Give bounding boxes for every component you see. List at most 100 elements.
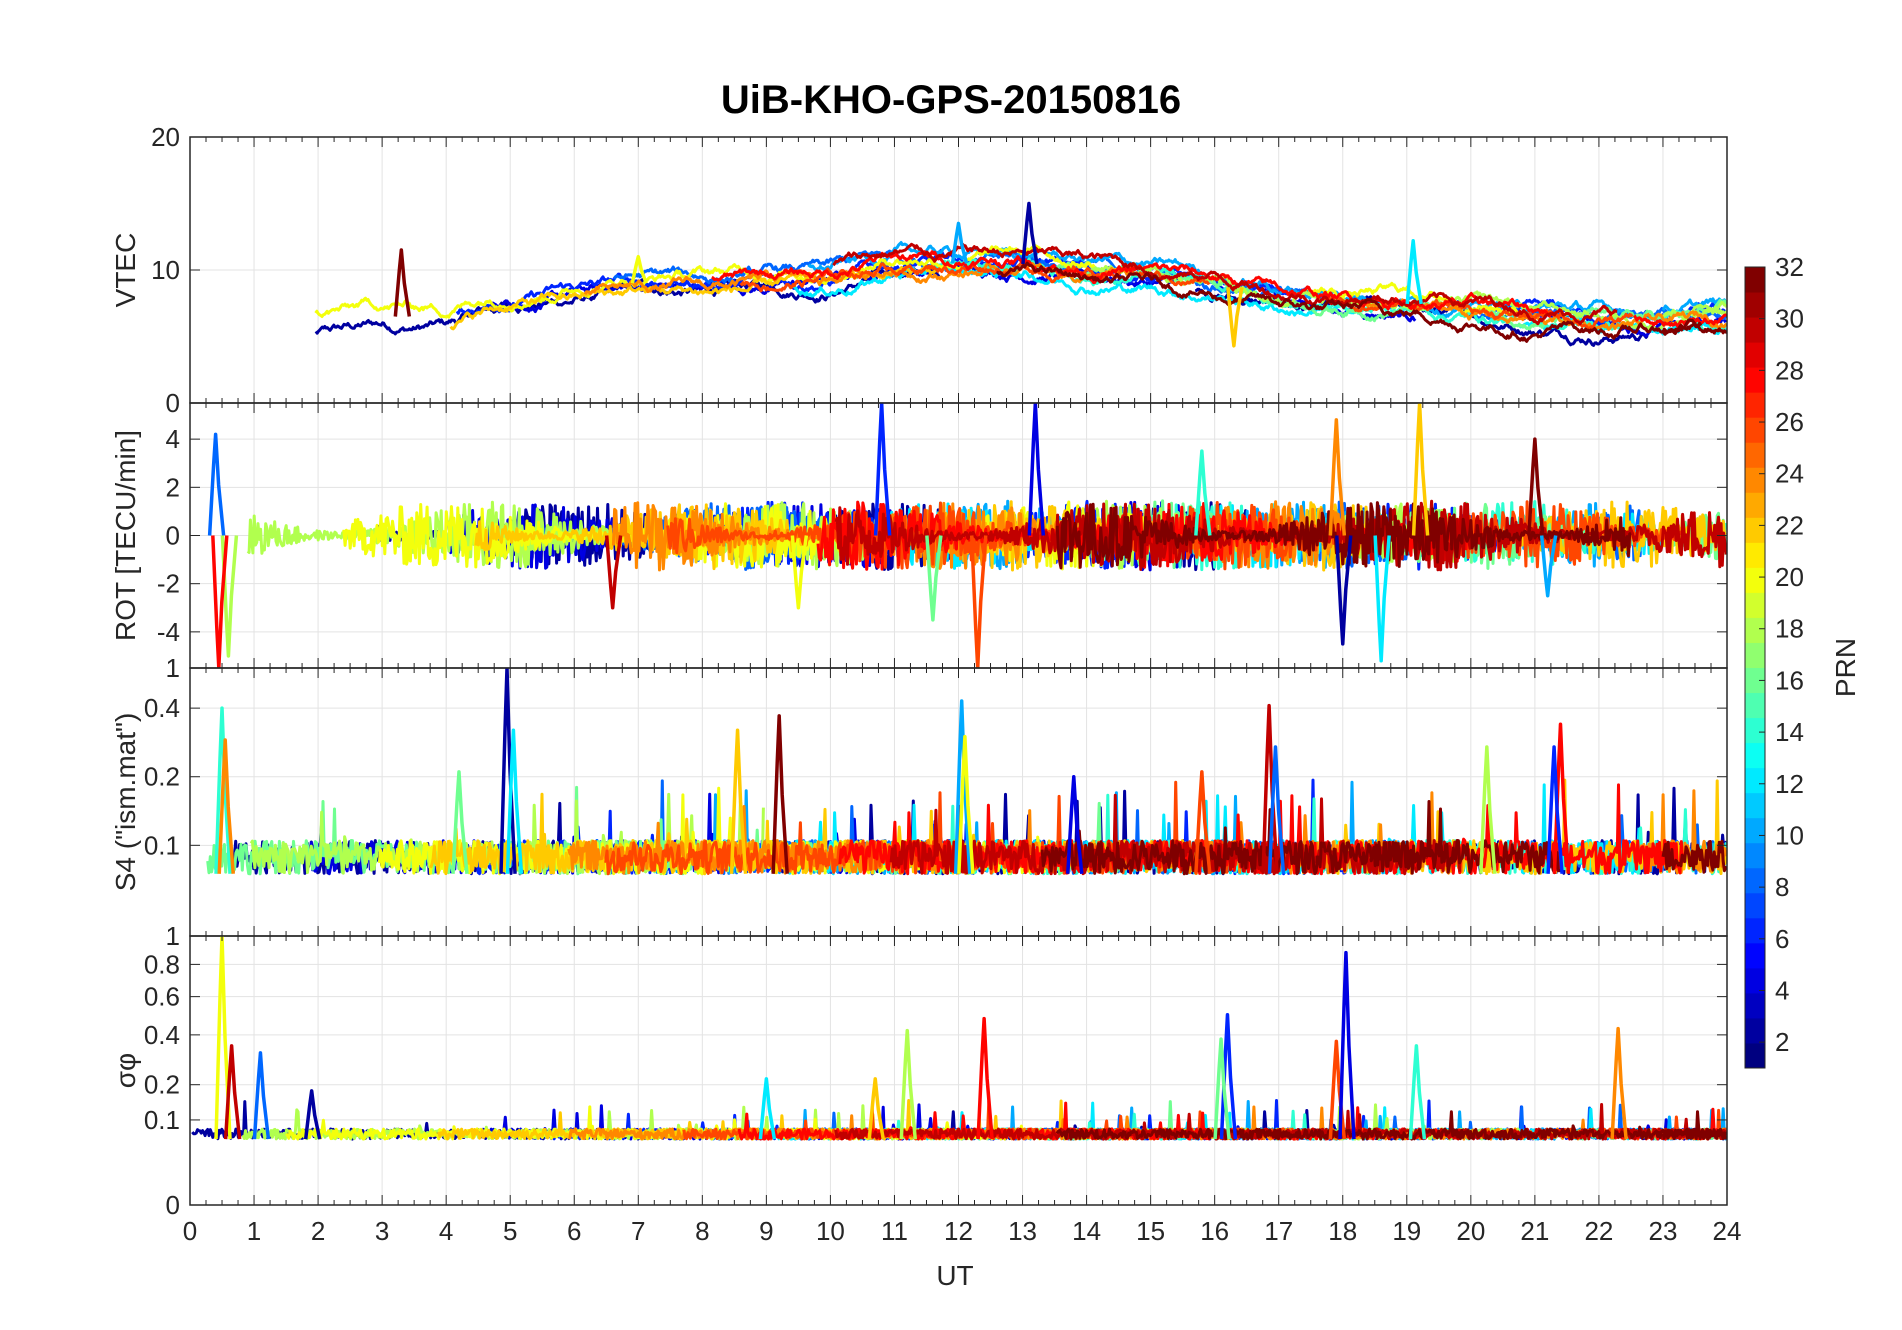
colorbar-segment [1745,742,1765,769]
colorbar-segment [1745,967,1765,994]
x-axis-label: UT [936,1260,973,1291]
x-tick-label: 1 [247,1216,261,1246]
series-peak [604,535,623,610]
colorbar-tick-label: 30 [1775,304,1804,334]
colorbar-segment [1745,842,1765,869]
series-peak [303,1089,322,1140]
panel-rot: -4 -2 0 2 4 0 ROT [TECU/min] [110,388,1728,669]
colorbar-segment [1745,667,1765,694]
x-tick-label: 4 [439,1216,453,1246]
colorbar-segment [1745,867,1765,894]
colorbar-tick-label: 2 [1775,1027,1789,1057]
y-axis-label-rot: ROT [TECU/min] [110,430,141,641]
series-peak [223,1044,242,1140]
series-peak [957,734,975,874]
x-tick-label: 20 [1456,1216,1485,1246]
series-peak [925,535,943,622]
y-tick-label-corner: 0 [166,388,180,418]
y-tick-label: 0.6 [144,982,180,1012]
series-peak [1411,403,1430,536]
series-peak [1194,770,1212,874]
x-tick-label: 0 [183,1216,197,1246]
x-tick-label: 13 [1008,1216,1037,1246]
colorbar-segment [1745,317,1765,343]
x-tick-label: 5 [503,1216,517,1246]
x-tick-label: 15 [1136,1216,1165,1246]
colorbar-segment [1745,542,1765,568]
y-axis-label-sigma: σφ [110,1053,141,1088]
colorbar-segment [1745,1017,1765,1044]
x-tick-label: 12 [944,1216,973,1246]
colorbar-tick-label: 32 [1775,252,1804,282]
series-group-s4 [206,668,1727,876]
series-peak [771,714,789,874]
series-peak [214,936,232,1140]
series-peak [1373,535,1391,663]
y-tick-label: 4 [166,424,180,454]
series-line-prn-32 [1661,839,1727,874]
series-group-rot [207,403,1727,668]
series-peak [1267,745,1286,874]
colorbar-tick-label: 16 [1775,665,1804,695]
series-peak [758,1077,777,1140]
colorbar-tick-label: 28 [1775,355,1804,385]
colorbar-segment [1745,442,1765,468]
series-peak [1027,403,1046,536]
series-peak [1338,950,1356,1140]
series-peak [1610,1026,1628,1140]
series-peak [1328,418,1347,536]
series-line-prn-12 [792,263,1358,317]
x-tick-label: 16 [1200,1216,1229,1246]
y-tick-label: 10 [151,255,180,285]
colorbar-segment [1745,342,1765,368]
colorbar-tick-label: 26 [1775,407,1804,437]
series-peak [729,728,748,874]
series-line-prn-32 [996,261,1703,343]
y-tick-label: 0 [166,521,180,551]
series-peak [211,535,229,668]
colorbar-segment [1745,1042,1765,1069]
y-tick-label-corner: 1 [166,921,180,951]
x-tick-label: 2 [311,1216,325,1246]
y-tick-label: 0.8 [144,949,180,979]
x-tick-label: 10 [816,1216,845,1246]
x-tick-label: 7 [631,1216,645,1246]
colorbar-tick-label: 22 [1775,510,1804,540]
series-peak [1226,286,1244,348]
colorbar-segment [1745,817,1765,844]
x-tick-label: 8 [695,1216,709,1246]
colorbar-tick-label: 24 [1775,459,1804,489]
x-tick-label: 21 [1520,1216,1549,1246]
series-peak [220,535,239,658]
series-line-prn-28 [1633,313,1727,328]
series-line-prn-32 [1040,800,1561,876]
series-peak [1527,437,1545,536]
colorbar-tick-label: 8 [1775,872,1789,902]
y-tick-label: 0 [166,1190,180,1220]
colorbar-segment [1745,367,1765,393]
series-peak [867,1077,885,1140]
series-peak [214,706,232,874]
colorbar-tick-label: 6 [1775,924,1789,954]
y-tick-label: -4 [157,617,180,647]
series-peak [1021,201,1039,265]
y-tick-label-corner: 1 [166,653,180,683]
series-peak [1546,745,1564,874]
series-peak [790,535,809,610]
x-tick-label: 18 [1328,1216,1357,1246]
y-tick-label: -2 [157,569,180,599]
y-tick-label: 0.1 [144,830,180,860]
series-peak [873,403,892,536]
series-peak [1479,745,1497,874]
series-peak [1066,774,1084,874]
colorbar-segment [1745,467,1765,493]
series-peak [1539,535,1558,598]
colorbar-tick-label: 10 [1775,820,1804,850]
series-peak [393,248,412,317]
colorbar-segment [1745,492,1765,518]
colorbar-segment [1745,717,1765,744]
y-tick-label: 0.4 [144,693,180,723]
series-peak [1213,1037,1231,1140]
x-tick-label: 3 [375,1216,389,1246]
